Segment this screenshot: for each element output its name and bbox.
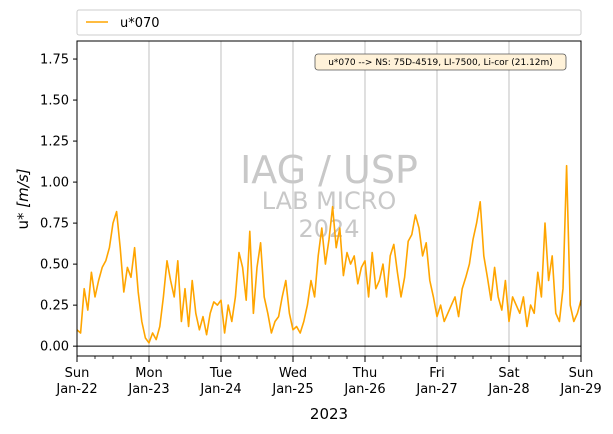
y-axis-title-unit: [m/s] — [14, 168, 32, 207]
x-tick-label-date-7: Jan-29 — [559, 382, 601, 397]
x-tick-label-date-0: Jan-22 — [55, 382, 97, 397]
x-tick-label-day-1: Mon — [135, 366, 162, 381]
x-tick-label-day-6: Sat — [498, 366, 519, 381]
y-axis: 0.00 0.25 0.50 0.75 1.00 1.25 1.50 1.75 — [40, 53, 77, 355]
x-tick-label-day-5: Fri — [429, 366, 445, 381]
x-tick-label-day-7: Sun — [569, 366, 594, 381]
plot-area: IAG / USP LAB MICRO 2024 u*070 --> NS: 7… — [76, 40, 582, 357]
y-tick-label-0: 0.00 — [40, 340, 69, 355]
y-tick-label-1: 0.25 — [40, 299, 69, 314]
x-tick-label-day-2: Tue — [209, 366, 232, 381]
plot-frame — [77, 41, 581, 356]
watermark-line-1: IAG / USP — [240, 148, 418, 192]
x-axis: SunJan-22MonJan-23TueJan-24WedJan-25ThuJ… — [55, 356, 602, 397]
y-axis-title: u* [m/s] — [14, 168, 32, 229]
x-tick-label-day-3: Wed — [279, 366, 307, 381]
watermark-line-2: LAB MICRO — [262, 187, 397, 215]
annotation-box: u*070 --> NS: 75D-4519, LI-7500, Li-cor … — [314, 53, 567, 71]
x-tick-label-date-2: Jan-24 — [199, 382, 241, 397]
y-tick-label-3: 0.75 — [40, 217, 69, 232]
y-axis-title-prefix: u* — [14, 208, 32, 230]
x-tick-label-date-1: Jan-23 — [127, 382, 169, 397]
series-line-u070 — [76, 164, 582, 344]
legend: u*070 — [76, 9, 582, 36]
x-tick-label-day-0: Sun — [65, 366, 90, 381]
y-tick-label-5: 1.25 — [40, 135, 69, 150]
y-tick-label-2: 0.50 — [40, 258, 69, 273]
x-tick-label-date-3: Jan-25 — [271, 382, 313, 397]
x-tick-label-date-4: Jan-26 — [343, 382, 385, 397]
y-tick-label-7: 1.75 — [40, 53, 69, 68]
x-tick-label-day-4: Thu — [352, 366, 377, 381]
x-tick-label-date-5: Jan-27 — [415, 382, 457, 397]
x-axis-title: 2023 — [310, 405, 348, 423]
x-tick-label-date-6: Jan-28 — [487, 382, 529, 397]
annotation-frame — [314, 53, 567, 71]
legend-label: u*070 — [120, 16, 160, 31]
annotation-text: u*070 --> NS: 75D-4519, LI-7500, Li-cor … — [328, 58, 553, 68]
y-tick-label-6: 1.50 — [40, 94, 69, 109]
legend-frame — [76, 9, 582, 36]
y-tick-label-4: 1.00 — [40, 176, 69, 191]
